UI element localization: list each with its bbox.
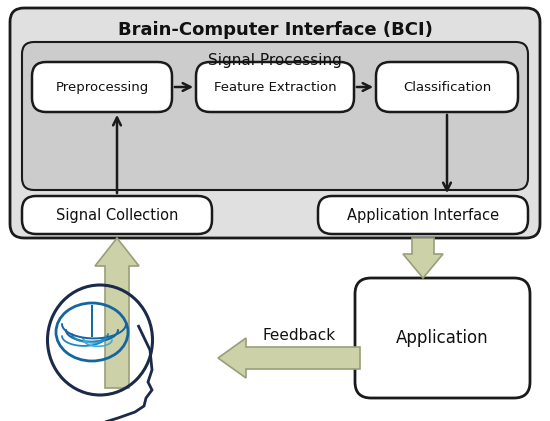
Text: Brain-Computer Interface (BCI): Brain-Computer Interface (BCI)	[118, 21, 432, 39]
FancyBboxPatch shape	[22, 196, 212, 234]
Text: Feedback: Feedback	[262, 328, 336, 344]
Text: Classification: Classification	[403, 80, 491, 93]
FancyBboxPatch shape	[22, 42, 528, 190]
FancyArrow shape	[218, 338, 360, 378]
FancyArrow shape	[403, 238, 443, 278]
Text: Preprocessing: Preprocessing	[56, 80, 148, 93]
FancyArrow shape	[95, 238, 139, 388]
Text: Signal Processing: Signal Processing	[208, 53, 342, 67]
FancyBboxPatch shape	[355, 278, 530, 398]
Text: Application: Application	[396, 329, 489, 347]
FancyBboxPatch shape	[32, 62, 172, 112]
Text: Feature Extraction: Feature Extraction	[214, 80, 336, 93]
FancyBboxPatch shape	[10, 8, 540, 238]
Text: Signal Collection: Signal Collection	[56, 208, 178, 223]
Text: Application Interface: Application Interface	[347, 208, 499, 223]
FancyBboxPatch shape	[376, 62, 518, 112]
FancyBboxPatch shape	[196, 62, 354, 112]
FancyBboxPatch shape	[318, 196, 528, 234]
